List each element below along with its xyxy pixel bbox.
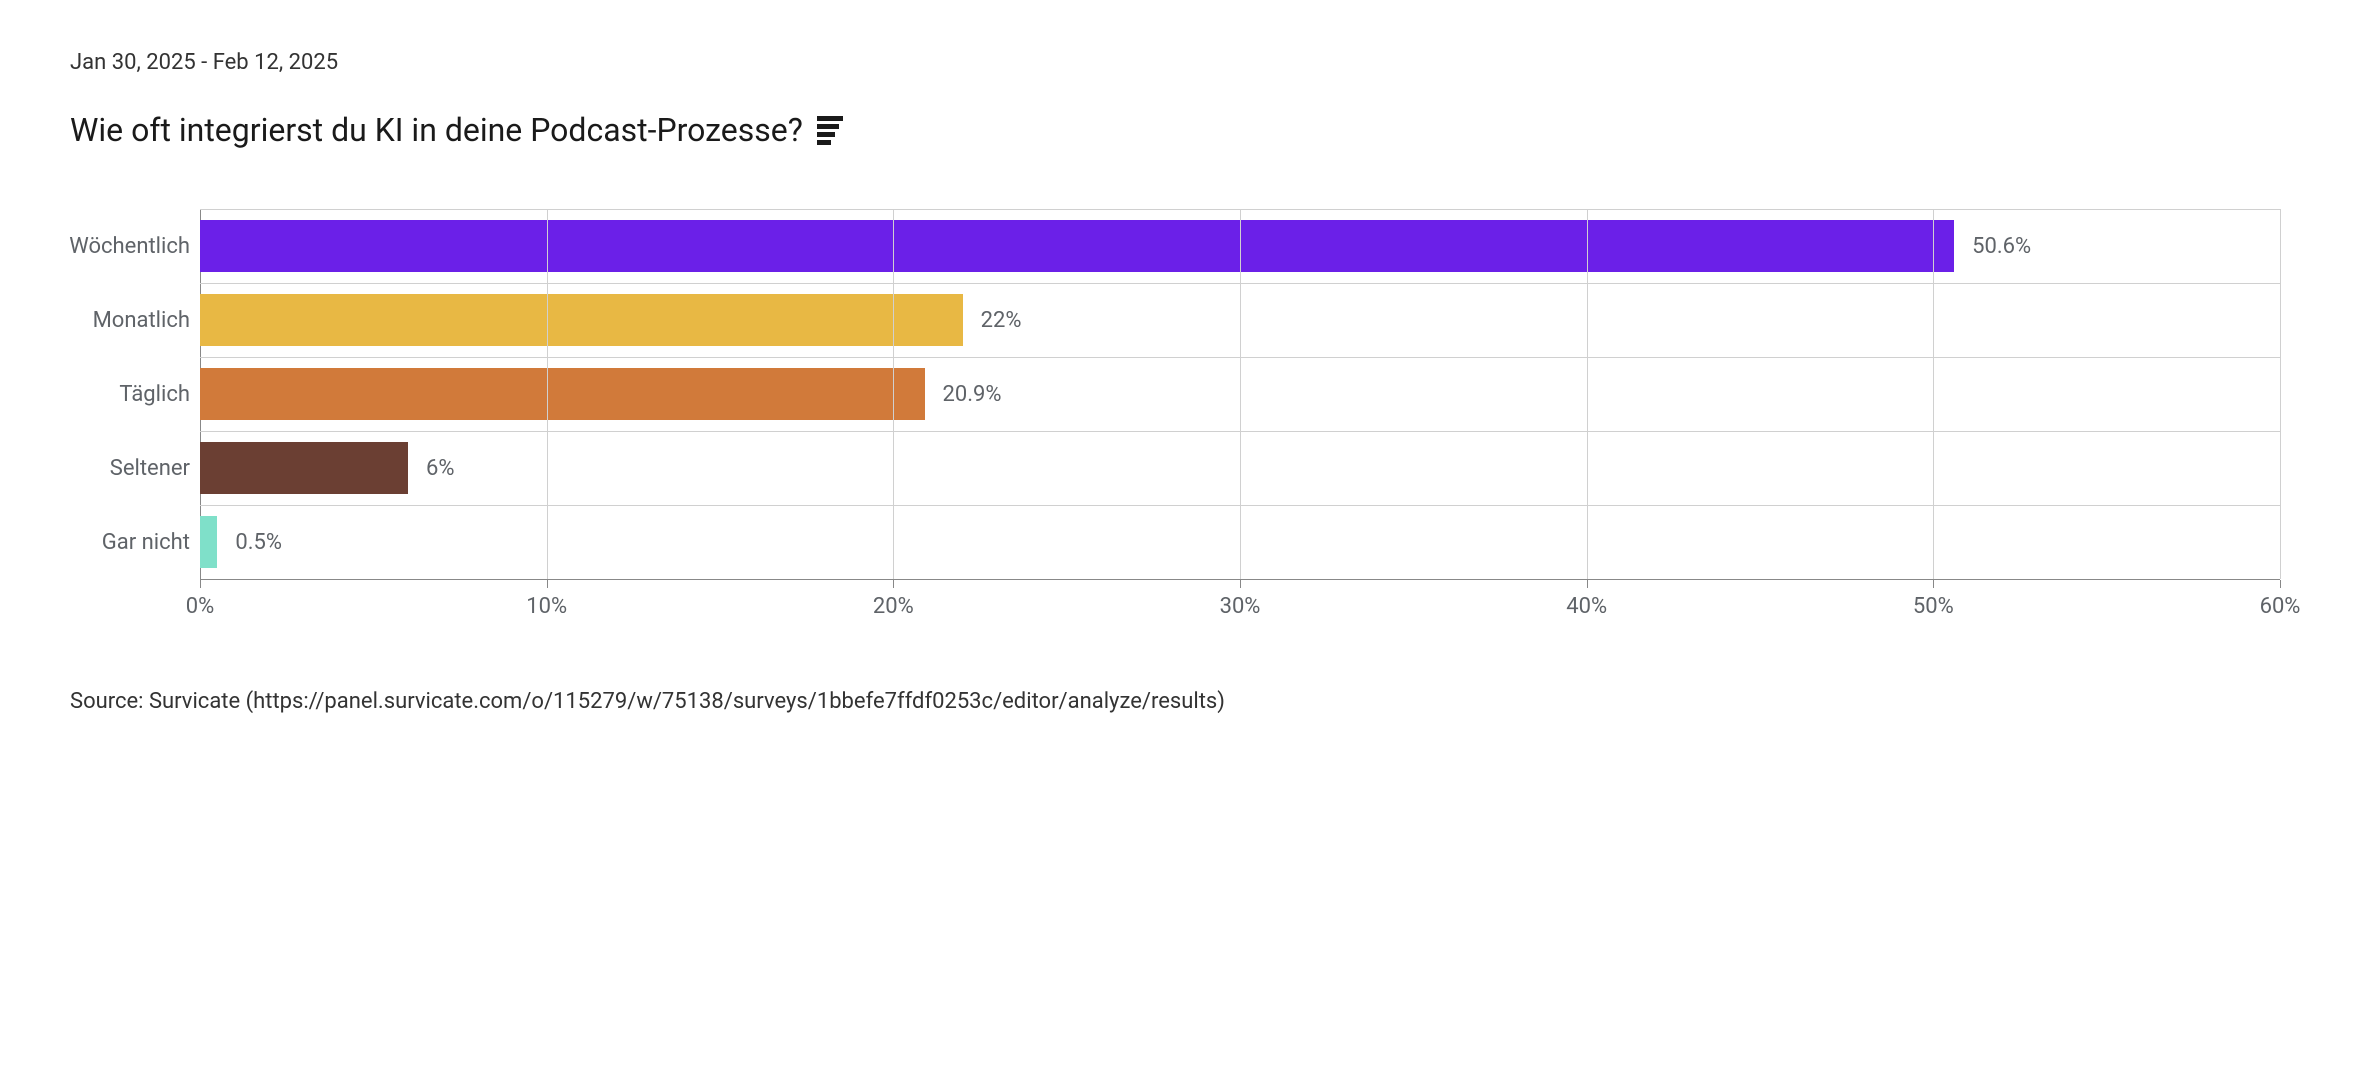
horizontal-bars-icon[interactable] [817,116,843,145]
gridline [547,209,548,579]
bar [200,220,1954,272]
bar-value-label: 50.6% [1972,234,2031,259]
x-axis: 0%10%20%30%40%50%60% [200,579,2280,629]
bar [200,516,217,568]
bar [200,368,925,420]
x-tick-label: 40% [1566,594,1607,619]
x-tick-label: 0% [186,594,214,619]
bar-category-label: Wöchentlich [50,234,190,259]
bar-category-label: Monatlich [50,308,190,333]
x-tick-label: 60% [2260,594,2301,619]
date-end: Feb 12, 2025 [213,50,338,75]
x-tick [1587,580,1588,588]
x-tick-label: 20% [873,594,914,619]
bar-category-label: Täglich [50,382,190,407]
title-row: Wie oft integrierst du KI in deine Podca… [70,111,2303,149]
x-tick-label: 10% [526,594,567,619]
bar [200,442,408,494]
x-tick [200,580,201,588]
bar [200,294,963,346]
x-tick [547,580,548,588]
x-tick-label: 50% [1913,594,1954,619]
bar-value-label: 20.9% [943,382,1002,407]
gridline [2280,209,2281,579]
chart-title: Wie oft integrierst du KI in deine Podca… [70,111,803,149]
bar-value-label: 6% [426,456,454,481]
date-sep: - [196,50,213,75]
gridline [1933,209,1934,579]
gridline [1240,209,1241,579]
bar-category-label: Seltener [50,456,190,481]
x-tick [893,580,894,588]
bar-category-label: Gar nicht [50,530,190,555]
bar-value-label: 0.5% [235,530,282,555]
bar-value-label: 22% [981,308,1022,333]
source-text: Source: Survicate (https://panel.survica… [70,689,2303,714]
chart: Wöchentlich50.6%Monatlich22%Täglich20.9%… [200,209,2280,629]
date-start: Jan 30, 2025 [70,50,196,75]
chart-plot-area: Wöchentlich50.6%Monatlich22%Täglich20.9%… [200,209,2280,579]
gridline [893,209,894,579]
x-tick [1933,580,1934,588]
date-range: Jan 30, 2025 - Feb 12, 2025 [70,50,2303,75]
gridline [1587,209,1588,579]
x-tick [1240,580,1241,588]
x-tick-label: 30% [1220,594,1261,619]
x-tick [2280,580,2281,588]
